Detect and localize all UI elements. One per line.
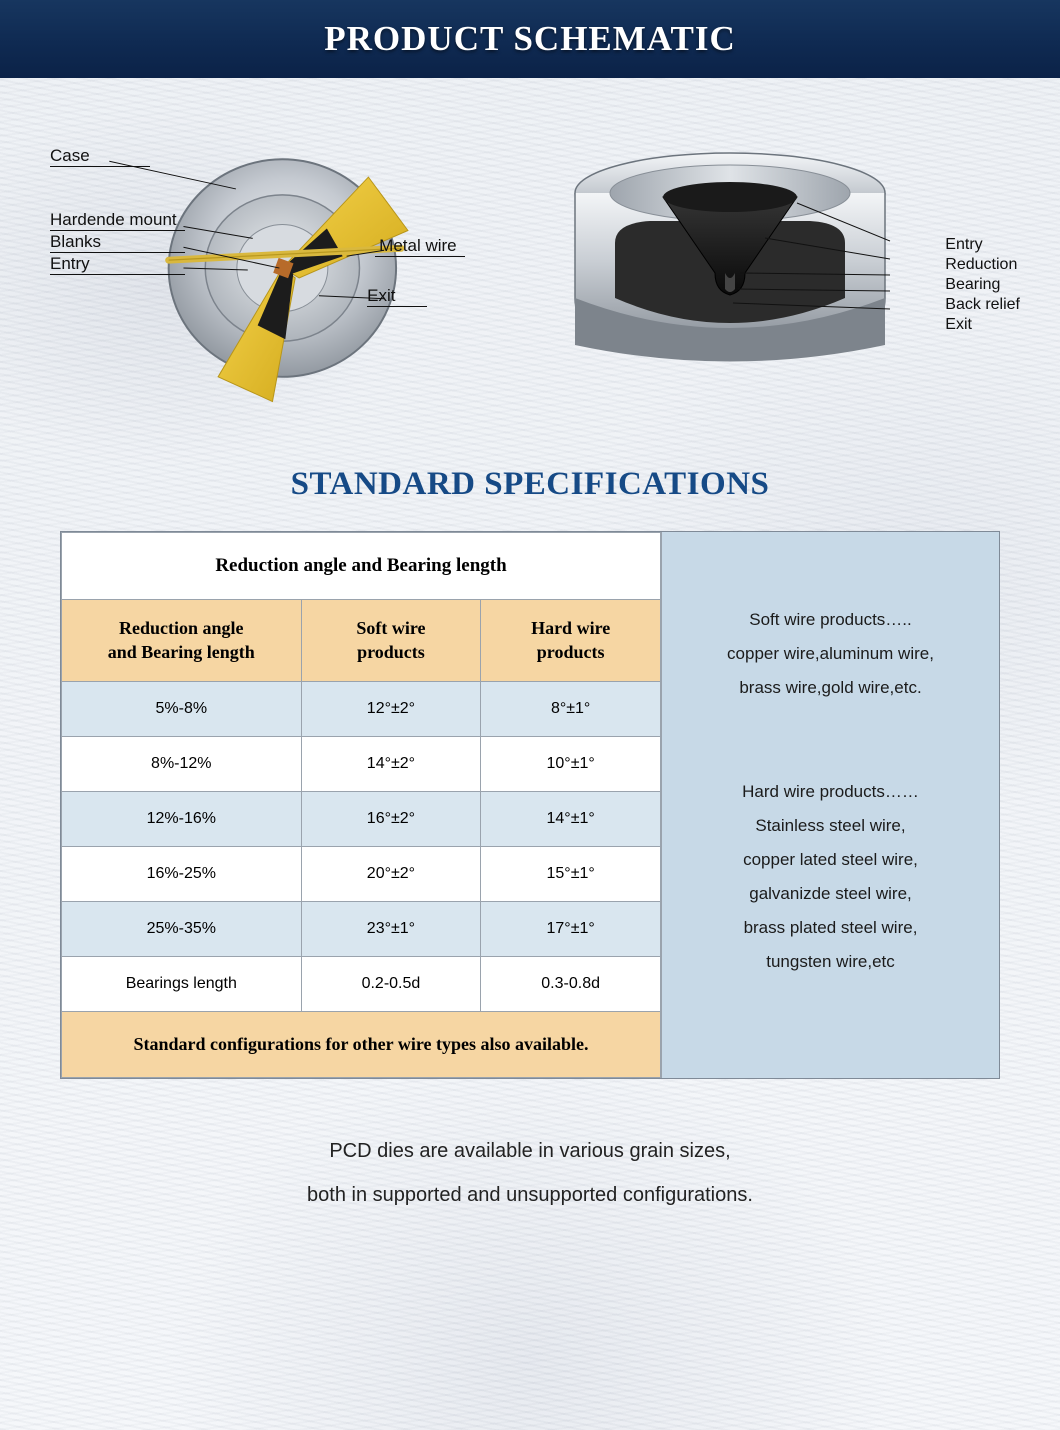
label-entry-right: Entry bbox=[945, 235, 1020, 255]
soft-wire-group: Soft wire products….. copper wire,alumin… bbox=[690, 603, 971, 705]
right-label-stack: Entry Reduction Bearing Back relief Exit bbox=[945, 235, 1020, 335]
spec-table-title: Reduction angle and Bearing length bbox=[62, 533, 661, 600]
label-entry-left-text: Entry bbox=[50, 254, 90, 273]
table-cell: 5%-8% bbox=[62, 681, 302, 736]
label-metal-wire-text: Metal wire bbox=[379, 236, 456, 255]
colhead-soft: Soft wireproducts bbox=[301, 600, 481, 682]
specs-heading: STANDARD SPECIFICATIONS bbox=[0, 466, 1060, 503]
table-cell: 12%-16% bbox=[62, 791, 302, 846]
spec-block: Reduction angle and Bearing length Reduc… bbox=[60, 531, 1000, 1079]
table-cell: 8°±1° bbox=[481, 681, 661, 736]
footer-line2: both in supported and unsupported config… bbox=[0, 1173, 1060, 1217]
right-die-svg bbox=[555, 123, 935, 383]
label-entry-left: Entry bbox=[50, 254, 185, 275]
table-row: 8%-12%14°±2°10°±1° bbox=[62, 736, 661, 791]
label-back-relief: Back relief bbox=[945, 295, 1020, 315]
spec-table-body: 5%-8%12°±2°8°±1°8%-12%14°±2°10°±1°12%-16… bbox=[62, 681, 661, 1011]
hard-wire-line3: galvanizde steel wire, bbox=[690, 877, 971, 911]
soft-wire-line1: copper wire,aluminum wire, bbox=[690, 637, 971, 671]
table-cell: 0.2-0.5d bbox=[301, 956, 481, 1011]
table-row: 16%-25%20°±2°15°±1° bbox=[62, 846, 661, 901]
table-cell: 20°±2° bbox=[301, 846, 481, 901]
table-cell: 14°±2° bbox=[301, 736, 481, 791]
table-cell: 0.3-0.8d bbox=[481, 956, 661, 1011]
table-row: 5%-8%12°±2°8°±1° bbox=[62, 681, 661, 736]
label-exit-left: Exit bbox=[367, 286, 427, 307]
table-cell: 10°±1° bbox=[481, 736, 661, 791]
hard-wire-line5: tungsten wire,etc bbox=[690, 945, 971, 979]
footer-line1: PCD dies are available in various grain … bbox=[0, 1129, 1060, 1173]
spec-table-footer: Standard configurations for other wire t… bbox=[62, 1011, 661, 1077]
label-blanks-text: Blanks bbox=[50, 232, 101, 251]
table-row: Bearings length0.2-0.5d0.3-0.8d bbox=[62, 956, 661, 1011]
hard-wire-group: Hard wire products…… Stainless steel wir… bbox=[690, 775, 971, 979]
hard-wire-heading: Hard wire products…… bbox=[690, 775, 971, 809]
colhead-hard: Hard wireproducts bbox=[481, 600, 661, 682]
table-cell: 12°±2° bbox=[301, 681, 481, 736]
spec-side-panel: Soft wire products….. copper wire,alumin… bbox=[661, 532, 999, 1078]
label-metal-wire: Metal wire bbox=[379, 236, 465, 257]
table-cell: 25%-35% bbox=[62, 901, 302, 956]
soft-wire-line2: brass wire,gold wire,etc. bbox=[690, 671, 971, 705]
hard-wire-line4: brass plated steel wire, bbox=[690, 911, 971, 945]
table-cell: Bearings length bbox=[62, 956, 302, 1011]
header-bar: PRODUCT SCHEMATIC bbox=[0, 0, 1060, 78]
table-cell: 16%-25% bbox=[62, 846, 302, 901]
label-mount-text: Hardende mount bbox=[50, 210, 177, 229]
schematic-section: Case Hardende mount Blanks Entry Metal w… bbox=[0, 78, 1060, 448]
label-blanks: Blanks bbox=[50, 232, 185, 253]
label-mount: Hardende mount bbox=[50, 210, 185, 231]
label-bearing: Bearing bbox=[945, 275, 1020, 295]
page-title: PRODUCT SCHEMATIC bbox=[324, 19, 735, 59]
footer-note: PCD dies are available in various grain … bbox=[0, 1129, 1060, 1217]
table-cell: 17°±1° bbox=[481, 901, 661, 956]
table-cell: 16°±2° bbox=[301, 791, 481, 846]
label-exit-right: Exit bbox=[945, 315, 1020, 335]
colhead-range: Reduction angleand Bearing length bbox=[62, 600, 302, 682]
soft-wire-heading: Soft wire products….. bbox=[690, 603, 971, 637]
table-row: 12%-16%16°±2°14°±1° bbox=[62, 791, 661, 846]
label-case-text: Case bbox=[50, 146, 90, 165]
table-cell: 8%-12% bbox=[62, 736, 302, 791]
schematic-left-die: Case Hardende mount Blanks Entry Metal w… bbox=[50, 118, 475, 428]
hard-wire-line2: copper lated steel wire, bbox=[690, 843, 971, 877]
schematic-right-die: Entry Reduction Bearing Back relief Exit bbox=[555, 123, 1010, 423]
table-cell: 15°±1° bbox=[481, 846, 661, 901]
hard-wire-line1: Stainless steel wire, bbox=[690, 809, 971, 843]
label-reduction: Reduction bbox=[945, 255, 1020, 275]
table-cell: 14°±1° bbox=[481, 791, 661, 846]
table-row: 25%-35%23°±1°17°±1° bbox=[62, 901, 661, 956]
table-cell: 23°±1° bbox=[301, 901, 481, 956]
label-case: Case bbox=[50, 146, 150, 167]
label-exit-left-text: Exit bbox=[367, 286, 395, 305]
spec-table: Reduction angle and Bearing length Reduc… bbox=[61, 532, 661, 1078]
